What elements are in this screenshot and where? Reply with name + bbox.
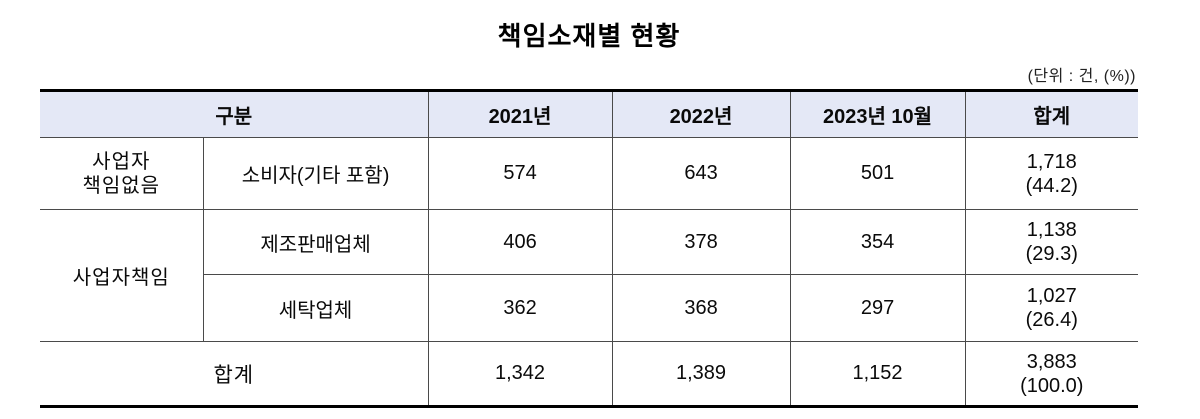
cell-2021: 406 [427, 209, 613, 275]
cell-2022: 368 [611, 274, 791, 342]
cell-2021-total: 1,342 [427, 341, 613, 407]
cell-2022-total: 1,389 [611, 341, 791, 407]
group-no-business-liability: 사업자 책임없음 [40, 137, 204, 210]
cell-2023: 501 [789, 137, 966, 210]
header-2021: 2021년 [427, 90, 613, 138]
cell-2023: 297 [789, 274, 966, 342]
header-2022: 2022년 [611, 90, 791, 138]
cell-total: 1,138 (29.3) [964, 209, 1138, 275]
item-manufacturer: 제조판매업체 [202, 209, 429, 275]
header-total: 합계 [964, 90, 1138, 138]
header-category: 구분 [40, 90, 429, 138]
table-row: 사업자 책임없음 소비자(기타 포함) 574 643 501 1,718 (4… [40, 137, 1138, 210]
cell-2021: 362 [427, 274, 613, 342]
total-row-label: 합계 [40, 341, 429, 407]
table-row: 세탁업체 362 368 297 1,027 (26.4) [40, 274, 1138, 342]
table-header-row: 구분 2021년 2022년 2023년 10월 합계 [40, 90, 1138, 138]
item-consumer: 소비자(기타 포함) [202, 137, 429, 210]
cell-2022: 643 [611, 137, 791, 210]
cell-total: 1,718 (44.2) [964, 137, 1138, 210]
cell-grand-total: 3,883 (100.0) [964, 341, 1138, 407]
responsibility-table: 구분 2021년 2022년 2023년 10월 합계 사업자 책임없음 소비자… [40, 89, 1138, 408]
report-content: 책임소재별 현황 (단위 : 건, (%)) 구분 2021년 2022년 20… [40, 0, 1138, 408]
table-title: 책임소재별 현황 [497, 21, 681, 51]
header-2023-oct: 2023년 10월 [789, 90, 966, 138]
unit-note: (단위 : 건, (%)) [1027, 68, 1136, 85]
cell-2023: 354 [789, 209, 966, 275]
table-total-row: 합계 1,342 1,389 1,152 3,883 (100.0) [40, 341, 1138, 407]
cell-total: 1,027 (26.4) [964, 274, 1138, 342]
group-business-liability: 사업자책임 [40, 209, 204, 342]
cell-2022: 378 [611, 209, 791, 275]
table-row: 사업자책임 제조판매업체 406 378 354 1,138 (29.3) [40, 209, 1138, 342]
cell-2023-total: 1,152 [789, 341, 966, 407]
cell-2021: 574 [427, 137, 613, 210]
item-laundry: 세탁업체 [203, 274, 429, 342]
